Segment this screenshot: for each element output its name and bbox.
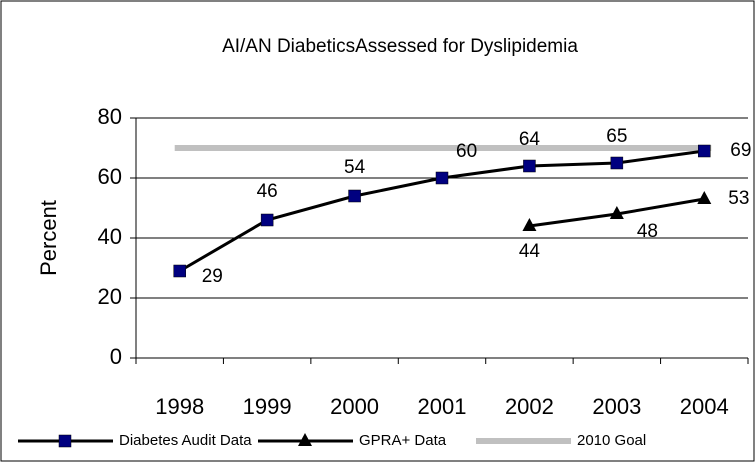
y-tick-label: 60 xyxy=(98,164,122,189)
data-label: 54 xyxy=(344,157,366,178)
y-tick-label: 20 xyxy=(98,284,122,309)
marker xyxy=(348,189,361,203)
marker xyxy=(523,159,536,173)
data-label: 64 xyxy=(519,129,541,150)
legend-marker xyxy=(298,433,312,446)
data-label: 29 xyxy=(202,266,223,287)
y-tick-label: 80 xyxy=(98,104,122,129)
marker xyxy=(697,191,712,204)
data-label: 44 xyxy=(519,241,541,262)
marker xyxy=(435,171,449,185)
data-label: 46 xyxy=(257,181,278,202)
legend-label: 2010 Goal xyxy=(577,432,646,449)
x-tick-label: 2000 xyxy=(330,394,379,419)
data-label: 60 xyxy=(456,141,477,162)
marker xyxy=(610,156,624,170)
y-axis-label: Percent xyxy=(36,200,61,276)
marker xyxy=(698,144,711,158)
x-tick-label: 1999 xyxy=(243,394,292,419)
y-tick-label: 0 xyxy=(110,344,122,369)
y-tick-label: 40 xyxy=(98,224,122,249)
legend-marker xyxy=(58,434,72,448)
x-tick-label: 1998 xyxy=(155,394,204,419)
x-tick-label: 2004 xyxy=(680,394,729,419)
marker xyxy=(609,206,624,219)
x-tick-label: 2001 xyxy=(418,394,467,419)
legend-label: GPRA+ Data xyxy=(359,432,447,449)
marker xyxy=(522,218,537,231)
data-label: 65 xyxy=(606,126,627,147)
marker xyxy=(260,213,274,227)
marker xyxy=(173,264,186,278)
data-label: 48 xyxy=(637,221,658,242)
x-tick-label: 2002 xyxy=(505,394,554,419)
data-label: 69 xyxy=(730,140,751,161)
data-label: 53 xyxy=(728,188,749,209)
chart-title: AI/AN DiabeticsAssessed for Dyslipidemia xyxy=(222,36,578,57)
legend-label: Diabetes Audit Data xyxy=(119,432,252,449)
x-tick-label: 2003 xyxy=(592,394,641,419)
